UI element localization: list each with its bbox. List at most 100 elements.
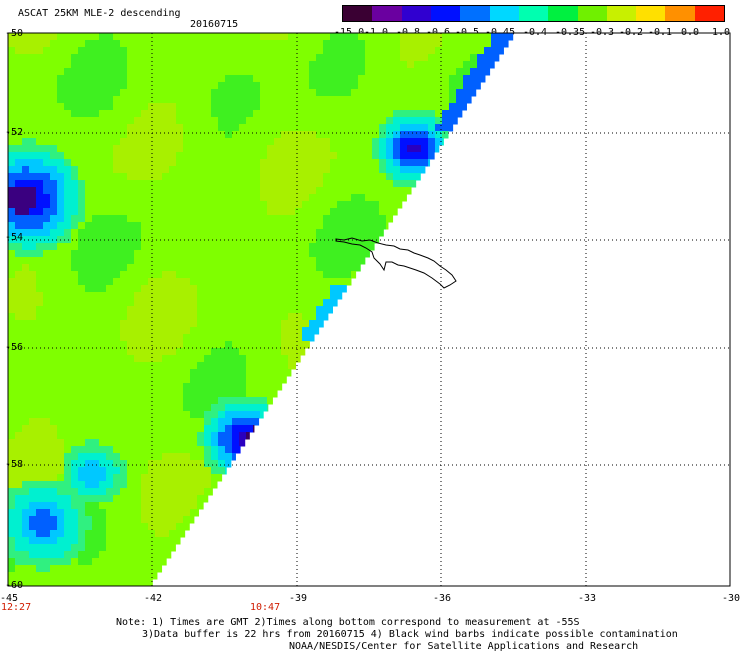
- swath-cell: [36, 341, 44, 349]
- swath-cell: [85, 117, 93, 125]
- swath-cell: [372, 47, 380, 55]
- swath-cell: [78, 306, 86, 314]
- swath-cell: [323, 75, 331, 83]
- swath-cell: [50, 208, 58, 216]
- swath-cell: [57, 257, 65, 265]
- swath-cell: [92, 117, 100, 125]
- swath-cell: [218, 376, 226, 384]
- swath-cell: [169, 376, 177, 384]
- swath-cell: [71, 173, 79, 181]
- swath-cell: [253, 376, 261, 384]
- swath-cell: [57, 397, 65, 405]
- swath-cell: [29, 334, 37, 342]
- swath-cell: [197, 481, 205, 489]
- swath-cell: [120, 502, 128, 510]
- swath-cell: [400, 173, 408, 181]
- swath-cell: [372, 180, 380, 188]
- swath-cell: [428, 117, 436, 125]
- swath-cell: [197, 348, 205, 356]
- swath-cell: [141, 341, 149, 349]
- swath-cell: [85, 54, 93, 62]
- swath-cell: [99, 558, 107, 566]
- swath-cell: [372, 68, 380, 76]
- swath-cell: [99, 285, 107, 293]
- swath-cell: [428, 110, 436, 118]
- swath-cell: [50, 376, 58, 384]
- swath-cell: [358, 61, 366, 69]
- swath-cell: [22, 558, 30, 566]
- swath-cell: [113, 47, 121, 55]
- swath-cell: [106, 334, 114, 342]
- swath-cell: [393, 82, 401, 90]
- swath-cell: [92, 47, 100, 55]
- swath-cell: [43, 579, 51, 587]
- swath-cell: [43, 348, 51, 356]
- swath-cell: [211, 313, 219, 321]
- swath-cell: [365, 208, 373, 216]
- swath-cell: [162, 180, 170, 188]
- swath-cell: [274, 124, 282, 132]
- swath-cell: [281, 152, 289, 160]
- swath-cell: [29, 565, 37, 573]
- swath-cell: [176, 481, 184, 489]
- swath-cell: [169, 131, 177, 139]
- swath-cell: [50, 166, 58, 174]
- swath-cell: [106, 313, 114, 321]
- swath-cell: [232, 453, 236, 461]
- swath-cell: [358, 201, 366, 209]
- swath-cell: [64, 33, 72, 41]
- swath-cell: [92, 257, 100, 265]
- swath-cell: [435, 40, 443, 48]
- swath-cell: [253, 383, 261, 391]
- swath-cell: [204, 152, 212, 160]
- swath-cell: [99, 110, 107, 118]
- swath-cell: [183, 222, 191, 230]
- swath-cell: [211, 383, 219, 391]
- swath-cell: [246, 404, 254, 412]
- swath-cell: [71, 236, 79, 244]
- swath-cell: [197, 397, 205, 405]
- swath-cell: [50, 75, 58, 83]
- swath-cell: [309, 257, 317, 265]
- swath-cell: [148, 467, 156, 475]
- swath-cell: [162, 446, 170, 454]
- swath-cell: [309, 194, 317, 202]
- swath-cell: [274, 285, 282, 293]
- swath-cell: [274, 299, 282, 307]
- swath-cell: [78, 201, 86, 209]
- swath-cell: [134, 180, 142, 188]
- swath-cell: [64, 250, 72, 258]
- swath-cell: [50, 103, 58, 111]
- swath-cell: [57, 68, 65, 76]
- swath-cell: [330, 145, 338, 153]
- swath-cell: [120, 565, 128, 573]
- swath-cell: [57, 544, 65, 552]
- swath-cell: [365, 54, 373, 62]
- swath-cell: [379, 180, 387, 188]
- swath-cell: [442, 68, 450, 76]
- swath-cell: [211, 432, 219, 440]
- swath-cell: [330, 124, 338, 132]
- swath-cell: [99, 152, 107, 160]
- swath-cell: [162, 278, 170, 286]
- swath-cell: [190, 341, 198, 349]
- swath-cell: [15, 285, 23, 293]
- swath-cell: [134, 47, 142, 55]
- swath-cell: [106, 579, 114, 587]
- swath-cell: [106, 320, 114, 328]
- swath-cell: [295, 89, 303, 97]
- swath-cell: [337, 264, 345, 272]
- swath-cell: [134, 243, 142, 251]
- swath-cell: [71, 208, 79, 216]
- swath-cell: [414, 68, 422, 76]
- swath-cell: [141, 194, 149, 202]
- swath-cell: [274, 47, 282, 55]
- swath-cell: [155, 551, 163, 559]
- swath-cell: [92, 299, 100, 307]
- swath-cell: [141, 40, 149, 48]
- swath-cell: [323, 180, 331, 188]
- swath-cell: [120, 432, 128, 440]
- swath-cell: [57, 530, 65, 538]
- swath-cell: [288, 320, 296, 328]
- swath-cell: [92, 432, 100, 440]
